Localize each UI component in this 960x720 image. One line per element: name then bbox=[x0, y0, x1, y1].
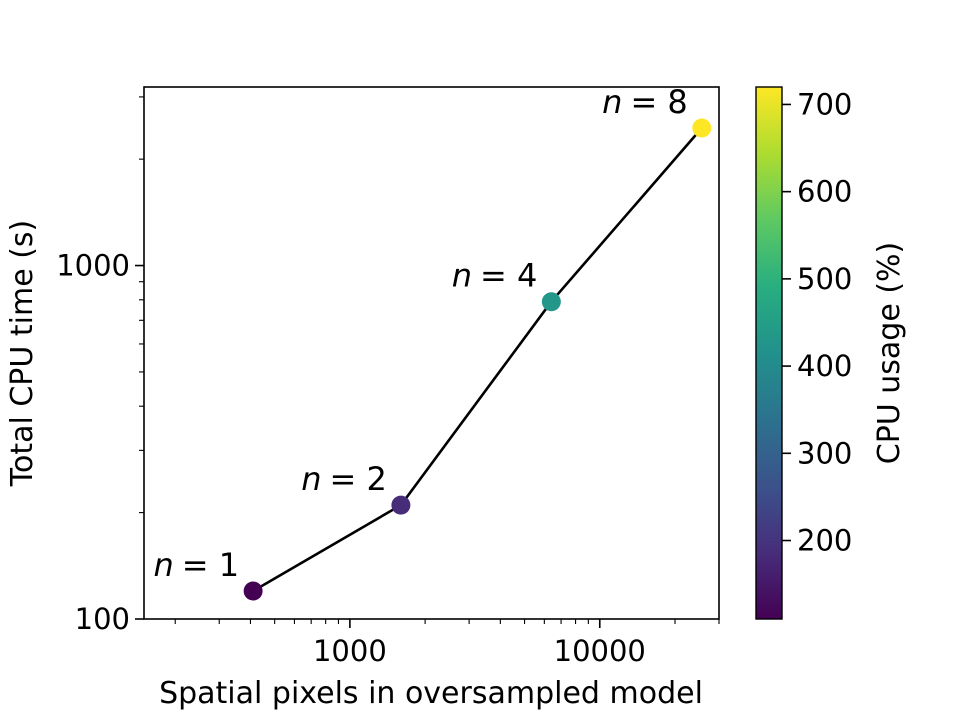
y-tick-label: 1000 bbox=[56, 249, 130, 283]
colorbar-tick-label: 300 bbox=[797, 436, 852, 470]
x-tick-label: 1000 bbox=[313, 634, 387, 668]
series-line bbox=[252, 127, 703, 593]
colorbar-tick-label: 200 bbox=[797, 524, 852, 558]
colorbar-tick-label: 400 bbox=[797, 349, 852, 383]
colorbar-gradient bbox=[755, 86, 783, 620]
colorbar-title: CPU usage (%) bbox=[872, 242, 907, 465]
colorbar-tick-label: 700 bbox=[797, 87, 852, 121]
point-label: n = 8 bbox=[602, 83, 688, 121]
data-point bbox=[692, 118, 712, 138]
y-axis-ticks: 100 1000 bbox=[56, 96, 144, 636]
x-axis-title: Spatial pixels in oversampled model bbox=[159, 676, 703, 711]
colorbar-ticks: 200 300 400 500 600 700 bbox=[782, 87, 852, 558]
colorbar-tick-label: 600 bbox=[797, 175, 852, 209]
colorbar: 200 300 400 500 600 700 CPU usage (%) bbox=[755, 86, 907, 620]
x-axis-ticks: 1000 10000 bbox=[174, 619, 720, 668]
data-point bbox=[243, 581, 263, 601]
x-tick-label: 10000 bbox=[554, 634, 646, 668]
point-label: n = 4 bbox=[452, 257, 538, 295]
point-label: n = 2 bbox=[301, 460, 387, 498]
data-point bbox=[391, 495, 411, 515]
colorbar-tick-label: 500 bbox=[797, 262, 852, 296]
data-point bbox=[541, 292, 561, 312]
data-points: n = 1 n = 2 n = 4 n = 8 bbox=[153, 83, 712, 601]
point-label: n = 1 bbox=[153, 546, 239, 584]
plot-area: 1000 10000 100 1000 n = 1 n = 2 n = 4 n = 8 bbox=[56, 83, 720, 668]
y-axis-title: Total CPU time (s) bbox=[5, 220, 40, 487]
y-tick-label: 100 bbox=[75, 602, 130, 636]
plot-frame bbox=[143, 86, 720, 620]
